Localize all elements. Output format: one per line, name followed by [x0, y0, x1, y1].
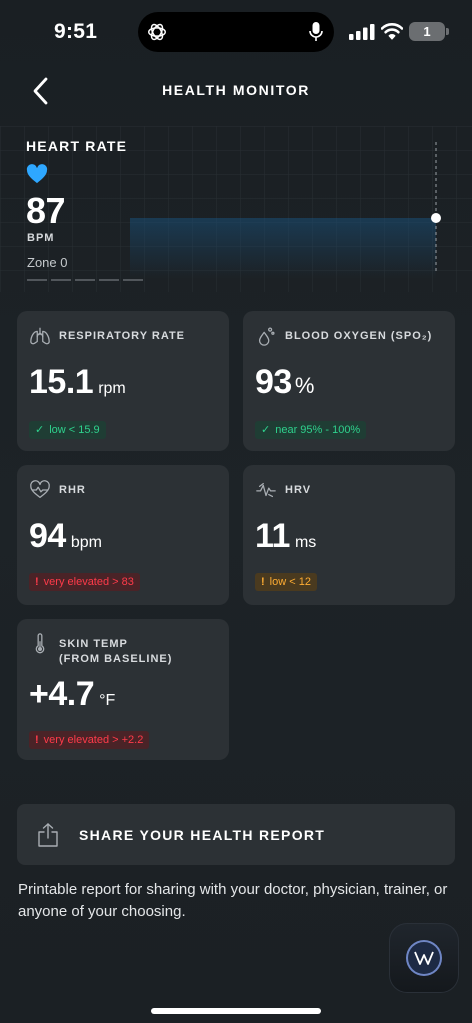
alert-icon: ! — [35, 734, 39, 746]
badge-text: very elevated > 83 — [43, 576, 134, 588]
hrv-card[interactable]: HRV 11 ms ! low < 12 — [243, 465, 455, 605]
share-description: Printable report for sharing with your d… — [18, 881, 448, 920]
metric-value: 11 — [255, 517, 290, 555]
dynamic-island — [138, 12, 334, 52]
heart-rate-area — [130, 218, 436, 278]
whoop-logo-icon — [406, 940, 442, 976]
check-icon: ✓ — [35, 424, 45, 436]
metric-unit: °F — [99, 692, 116, 709]
card-title: HRV — [285, 484, 312, 496]
page-title: HEALTH MONITOR — [162, 82, 310, 98]
heart-rate-unit: BPM — [27, 232, 55, 244]
zone-bar — [99, 279, 119, 281]
chatgpt-app-icon — [148, 23, 166, 41]
lungs-icon — [30, 327, 50, 345]
status-badge: ! very elevated > 83 — [29, 573, 140, 591]
metric-unit: ms — [294, 534, 317, 551]
heart-rate-value: 87 — [26, 190, 66, 231]
metric-value: 15.1 — [29, 363, 94, 401]
resting-heart-rate-card[interactable]: RHR 94 bpm ! very elevated > 83 — [17, 465, 229, 605]
card-value: +4.7 °F — [29, 675, 115, 714]
home-indicator[interactable] — [151, 1008, 321, 1014]
status-badge: ✓ low < 15.9 — [29, 421, 106, 439]
blood-oxygen-card[interactable]: BLOOD OXYGEN (SPO₂) 93% ✓ near 95% - 100% — [243, 311, 455, 451]
zone-bars — [27, 279, 143, 281]
card-title: SKIN TEMP (FROM BASELINE) — [59, 637, 172, 667]
heart-rate-graph — [0, 126, 472, 292]
skin-temp-card[interactable]: SKIN TEMP (FROM BASELINE) +4.7 °F ! very e… — [17, 619, 229, 760]
heart-icon — [26, 164, 48, 184]
whoop-coach-button[interactable] — [389, 923, 459, 993]
thermometer-icon — [35, 633, 45, 654]
heart-rate-zone: Zone 0 — [27, 255, 68, 270]
zone-bar — [27, 279, 47, 281]
metric-unit: rpm — [98, 380, 126, 397]
battery-indicator: 1 — [409, 22, 449, 41]
respiratory-rate-card[interactable]: RESPIRATORY RATE 15.1 rpm ✓ low < 15.9 — [17, 311, 229, 451]
metric-unit: % — [294, 373, 315, 398]
back-chevron-icon[interactable] — [28, 76, 54, 106]
metric-value: 93 — [255, 363, 292, 401]
alert-icon: ! — [261, 576, 265, 588]
droplet-icon — [258, 327, 275, 346]
share-icon — [38, 823, 58, 847]
zone-bar — [51, 279, 71, 281]
card-value: 15.1 rpm — [29, 363, 126, 402]
heart-pulse-icon — [30, 480, 50, 498]
heart-rate-current-point — [431, 213, 441, 223]
metric-unit: bpm — [70, 534, 102, 551]
heart-rate-title: HEART RATE — [26, 138, 128, 154]
wifi-icon — [381, 23, 403, 40]
card-value: 11 ms — [255, 517, 316, 556]
badge-text: near 95% - 100% — [275, 424, 361, 436]
share-label: SHARE YOUR HEALTH REPORT — [79, 827, 326, 843]
metric-value: 94 — [29, 517, 66, 555]
microphone-icon — [309, 22, 323, 41]
status-bar: 9:51 1 — [0, 0, 472, 64]
metric-value: +4.7 — [29, 675, 95, 713]
badge-text: very elevated > +2.2 — [43, 734, 144, 746]
heart-rate-panel[interactable]: HEART RATE 87 BPM Zone 0 — [0, 126, 472, 292]
zone-bar — [75, 279, 95, 281]
cellular-signal-icon — [349, 24, 375, 40]
card-title-line: SKIN TEMP — [59, 638, 128, 650]
card-value: 93% — [255, 363, 314, 402]
status-badge: ! very elevated > +2.2 — [29, 731, 150, 749]
card-title: BLOOD OXYGEN (SPO₂) — [285, 330, 433, 342]
badge-text: low < 12 — [269, 576, 311, 588]
zone-bar — [123, 279, 143, 281]
badge-text: low < 15.9 — [49, 424, 100, 436]
card-title: RHR — [59, 484, 86, 496]
card-value: 94 bpm — [29, 517, 102, 556]
status-badge: ✓ near 95% - 100% — [255, 421, 367, 439]
card-title-line: (FROM BASELINE) — [59, 653, 173, 665]
share-health-report-button[interactable]: SHARE YOUR HEALTH REPORT — [17, 804, 455, 865]
card-title: RESPIRATORY RATE — [59, 330, 186, 342]
alert-icon: ! — [35, 576, 39, 588]
check-icon: ✓ — [261, 424, 271, 436]
status-time: 9:51 — [54, 20, 98, 43]
hrv-wave-icon — [256, 482, 276, 498]
status-badge: ! low < 12 — [255, 573, 317, 591]
